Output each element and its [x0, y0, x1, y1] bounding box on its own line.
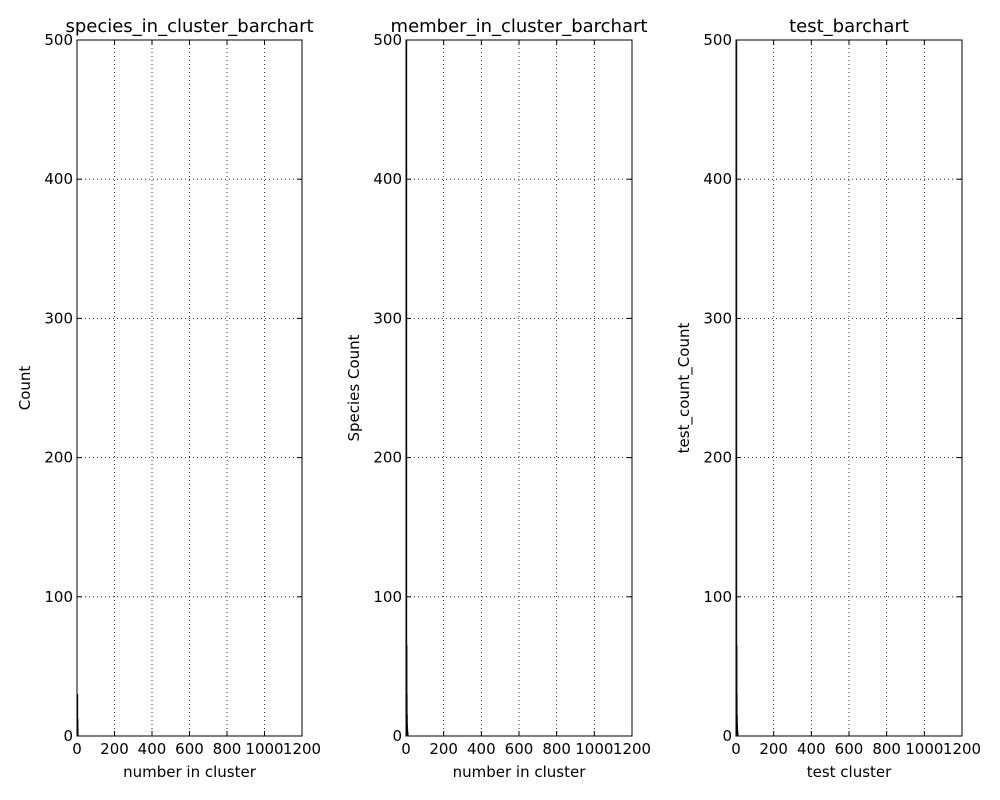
x-tick-label: 1200 [943, 740, 981, 758]
chart-title: species_in_cluster_barchart [65, 16, 313, 37]
x-tick-label: 800 [213, 740, 242, 758]
x-tick-label: 400 [138, 740, 167, 758]
x-tick-label: 1200 [613, 740, 651, 758]
y-tick-label: 400 [703, 170, 732, 188]
x-tick-label: 800 [542, 740, 571, 758]
y-tick-label: 500 [44, 31, 73, 49]
y-axis-label: test_count_Count [675, 323, 694, 454]
y-tick-label: 300 [703, 309, 732, 327]
x-tick-label: 400 [467, 740, 496, 758]
y-tick-label: 0 [63, 727, 73, 745]
chart-title: member_in_cluster_barchart [391, 16, 648, 37]
x-tick-label: 0 [401, 740, 411, 758]
x-tick-label: 200 [100, 740, 129, 758]
x-axis-label: test cluster [807, 763, 892, 781]
y-tick-label: 400 [44, 170, 73, 188]
x-tick-label: 200 [759, 740, 788, 758]
y-tick-label: 0 [722, 727, 732, 745]
x-tick-label: 400 [797, 740, 826, 758]
bar [77, 728, 79, 737]
x-tick-label: 0 [72, 740, 82, 758]
y-tick-label: 200 [373, 449, 402, 467]
y-tick-label: 100 [44, 588, 73, 606]
chart-panel-2: 0 200 400 600 800 1000 1200 0 100 200 300 400 500mem… [345, 16, 651, 781]
y-tick-label: 100 [373, 588, 402, 606]
y-tick-label: 200 [703, 449, 732, 467]
x-axis-label: number in cluster [453, 763, 587, 781]
y-tick-label: 0 [392, 727, 402, 745]
y-axis-label: Count [16, 366, 34, 411]
x-tick-label: 600 [505, 740, 534, 758]
y-tick-label: 100 [703, 588, 732, 606]
y-tick-label: 300 [373, 309, 402, 327]
y-tick-label: 500 [373, 31, 402, 49]
x-tick-label: 1200 [283, 740, 321, 758]
y-tick-label: 300 [44, 309, 73, 327]
x-axis-label: number in cluster [123, 763, 257, 781]
y-tick-label: 200 [44, 449, 73, 467]
x-tick-label: 1000 [245, 740, 283, 758]
x-tick-label: 800 [872, 740, 901, 758]
x-tick-label: 1000 [905, 740, 943, 758]
x-tick-label: 0 [731, 740, 741, 758]
x-tick-label: 200 [429, 740, 458, 758]
y-axis-label: Species Count [345, 334, 363, 441]
chart-panel-3: 0 200 400 600 800 1000 1200 0 100 200 300 400 500 tes… [675, 16, 981, 781]
chart-title: test_barchart [789, 16, 909, 37]
x-tick-label: 1000 [575, 740, 613, 758]
y-tick-label: 500 [703, 31, 732, 49]
y-tick-label: 400 [373, 170, 402, 188]
x-tick-label: 600 [175, 740, 204, 758]
x-tick-label: 600 [835, 740, 864, 758]
chart-panel-1: 0 200 400 600 800 1000 1200 0 100 200 300 400 500spe… [16, 16, 321, 781]
